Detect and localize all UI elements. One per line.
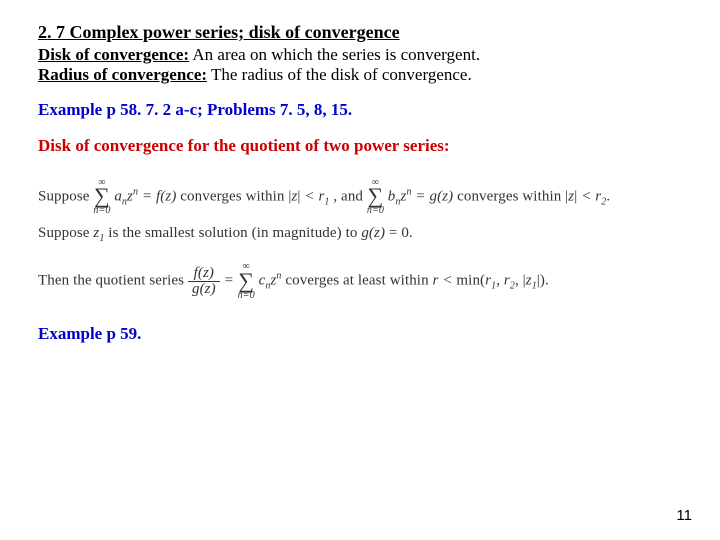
definitions: Disk of convergence: An area on which th…	[38, 45, 682, 86]
example-2: Example p 59.	[38, 324, 682, 344]
section-title: 2. 7 Complex power series; disk of conve…	[38, 22, 682, 43]
math-line-2: Suppose z1 is the smallest solution (in …	[38, 225, 682, 244]
page-number: 11	[676, 507, 692, 524]
quotient-title: Disk of convergence for the quotient of …	[38, 136, 682, 156]
example-1: Example p 58. 7. 2 a-c; Problems 7. 5, 8…	[38, 100, 682, 120]
disk-term: Disk of convergence:	[38, 45, 189, 64]
math-line-1: Suppose ∞ ∑ n=0 anzn = f(z) converges wi…	[38, 178, 682, 216]
math-line-3: Then the quotient series f(z) g(z) = ∞ ∑…	[38, 262, 682, 300]
radius-term: Radius of convergence:	[38, 65, 207, 84]
disk-text: An area on which the series is convergen…	[189, 45, 480, 64]
radius-text: The radius of the disk of convergence.	[207, 65, 472, 84]
